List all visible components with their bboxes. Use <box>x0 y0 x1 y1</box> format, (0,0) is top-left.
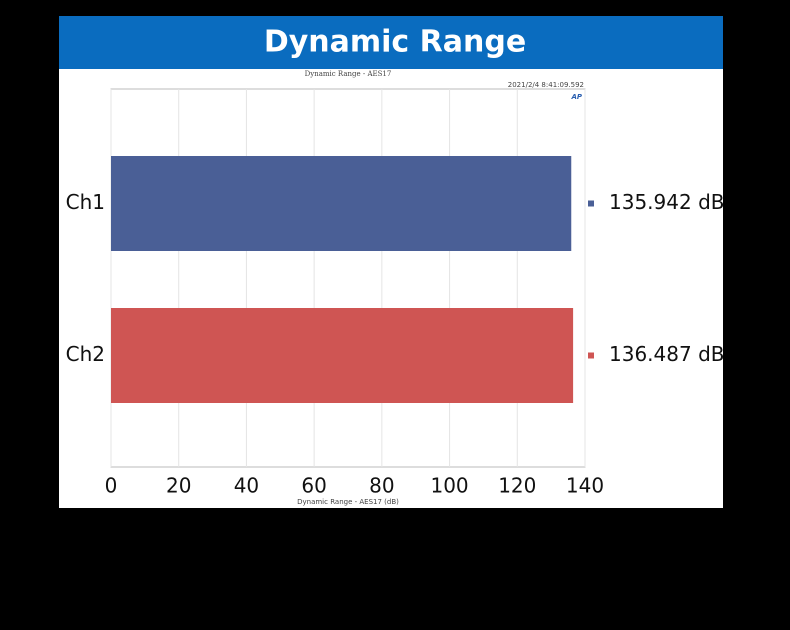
x-tick-label: 80 <box>369 474 394 498</box>
legend-swatch <box>588 200 594 207</box>
value-label: 136.487 dB <box>609 342 724 366</box>
x-axis-label: Dynamic Range - AES17 (dB) <box>297 498 399 506</box>
logo: AP <box>570 93 582 101</box>
x-tick-label: 40 <box>234 474 259 498</box>
value-label: 135.942 dB <box>609 190 724 214</box>
x-tick-label: 0 <box>105 474 118 498</box>
header <box>59 16 723 69</box>
bar <box>111 308 574 403</box>
x-tick-label: 100 <box>430 474 468 498</box>
y-tick-label: Ch2 <box>66 342 105 366</box>
x-tick-label: 20 <box>166 474 191 498</box>
bar <box>111 156 572 251</box>
panel <box>59 69 723 508</box>
legend-swatch <box>588 352 594 359</box>
subtitle: Dynamic Range - AES17 <box>305 70 392 78</box>
timestamp: 2021/2/4 8:41:09.592 <box>508 81 584 89</box>
x-tick-label: 60 <box>301 474 326 498</box>
y-tick-label: Ch1 <box>66 190 105 214</box>
x-tick-label: 120 <box>498 474 536 498</box>
chart-title: Dynamic Range <box>264 25 526 60</box>
x-tick-label: 140 <box>566 474 604 498</box>
